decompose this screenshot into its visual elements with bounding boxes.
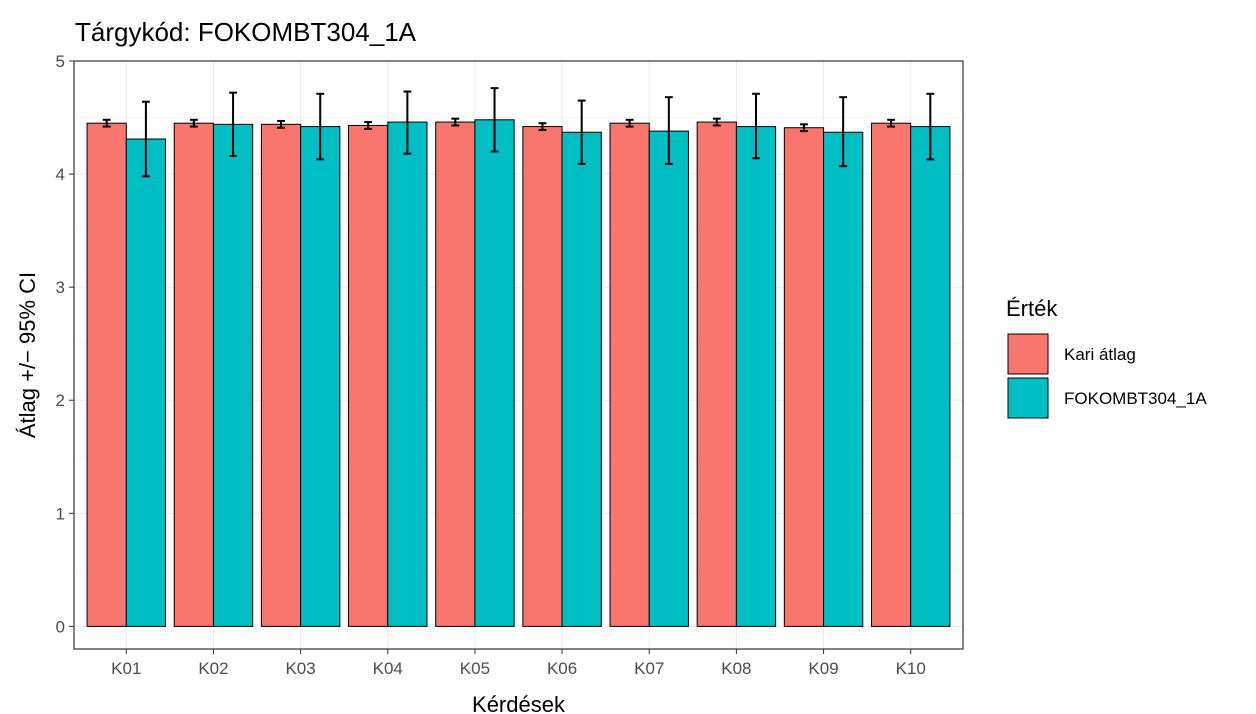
y-tick-label: 1 (56, 504, 65, 523)
x-tick-label: K03 (285, 659, 315, 678)
legend-label: Kari átlag (1064, 345, 1136, 364)
error-bar-k06-series-1 (538, 122, 547, 131)
error-bar-k05-series-2 (490, 87, 499, 153)
error-bar-k10-series-2 (926, 92, 935, 161)
bar-k08-series-1 (696, 121, 737, 627)
legend-swatch (1007, 333, 1049, 375)
x-tick-label: K01 (111, 659, 141, 678)
plot-border (73, 60, 964, 650)
bar-k06-series-1 (522, 126, 563, 627)
error-bar-k07-series-2 (664, 96, 673, 165)
error-bar-k08-series-1 (712, 117, 721, 127)
bar-k08-series-2 (735, 126, 777, 627)
error-bar-k09-series-2 (839, 96, 848, 168)
chart-title: Tárgykód: FOKOMBT304_1A (75, 17, 417, 47)
x-axis-title: Kérdések (472, 692, 566, 714)
legend-item-series-2: FOKOMBT304_1A (1007, 377, 1207, 419)
legend-swatch (1007, 377, 1049, 419)
error-bar-k03-series-1 (277, 119, 285, 129)
error-bar-k07-series-1 (625, 118, 634, 128)
legend-label: FOKOMBT304_1A (1064, 389, 1207, 408)
y-tick-label: 0 (56, 617, 65, 636)
error-bar-k08-series-2 (752, 92, 760, 160)
bar-k07-series-2 (648, 130, 689, 627)
error-bar-k02-series-1 (189, 118, 198, 128)
x-tick-label: K07 (634, 659, 664, 678)
bar-k10-series-2 (910, 126, 951, 627)
x-tick-label: K09 (808, 659, 838, 678)
bar-k04-series-2 (387, 121, 428, 627)
legend-item-series-1: Kari átlag (1007, 333, 1136, 375)
bar-k05-series-2 (474, 119, 515, 627)
bar-k02-series-2 (212, 123, 254, 627)
y-tick-label: 4 (56, 165, 65, 184)
x-tick-label: K10 (896, 659, 926, 678)
x-tick-label: K02 (198, 659, 228, 678)
y-axis-title: Átlag +/− 95% CI (15, 272, 40, 438)
bars-layer (86, 119, 951, 627)
error-bar-k01-series-1 (102, 118, 111, 128)
y-axis: 0 1 2 3 4 5 (56, 52, 74, 636)
bar-k06-series-2 (561, 131, 602, 627)
bar-k10-series-1 (870, 122, 912, 627)
error-bar-k04-series-2 (403, 90, 412, 155)
error-bar-k09-series-1 (800, 123, 808, 133)
error-bar-k02-series-2 (229, 91, 237, 157)
bar-k03-series-2 (300, 126, 341, 627)
error-bar-k03-series-2 (316, 92, 325, 161)
error-bars-layer (102, 87, 935, 178)
x-tick-label: K08 (721, 659, 751, 678)
bar-k05-series-1 (435, 121, 476, 627)
bar-k09-series-1 (783, 127, 825, 627)
bar-k01-series-1 (86, 122, 127, 627)
error-bar-k06-series-2 (577, 99, 586, 165)
y-tick-label: 2 (56, 391, 65, 410)
legend: Érték Kari átlag FOKOMBT304_1A (1006, 296, 1207, 419)
bar-k04-series-1 (348, 124, 389, 627)
error-bar-k04-series-1 (364, 121, 373, 130)
x-tick-label: K04 (373, 659, 403, 678)
bar-k09-series-2 (823, 131, 864, 627)
y-tick-label: 5 (56, 52, 65, 71)
legend-title: Érték (1006, 296, 1058, 321)
bar-k07-series-1 (609, 122, 650, 627)
error-bar-k05-series-1 (451, 117, 460, 127)
error-bar-k01-series-2 (141, 100, 150, 178)
x-tick-label: K06 (547, 659, 577, 678)
bar-k02-series-1 (173, 122, 214, 627)
y-tick-label: 3 (56, 278, 65, 297)
x-tick-label: K05 (460, 659, 490, 678)
bar-k01-series-2 (125, 138, 167, 627)
error-bar-k10-series-1 (887, 118, 896, 128)
bar-k03-series-1 (260, 123, 302, 627)
x-axis: K01 K02 K03 K04 K05 K06 K07 K08 K09 K10 (111, 649, 926, 678)
